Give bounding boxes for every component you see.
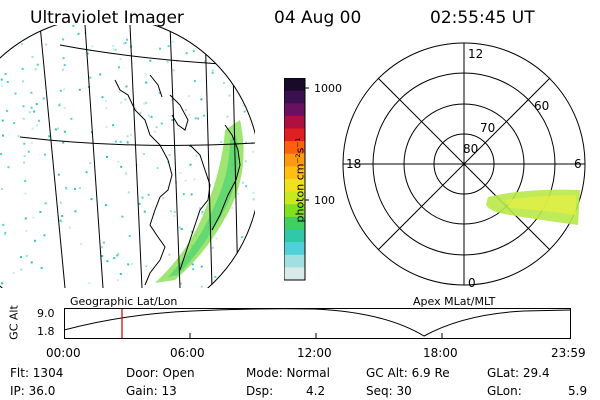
mlt-label-12: 12	[468, 47, 483, 61]
colorbar-swatch	[284, 204, 305, 218]
mlt-label-0: 0	[468, 276, 476, 290]
date-label: 04 Aug 00	[274, 8, 362, 28]
colorbar-swatch	[284, 115, 305, 130]
xtick-18: 18:00	[423, 346, 458, 360]
flight-number: Flt: 1304	[10, 366, 64, 380]
mlt-label-18: 18	[346, 157, 361, 171]
ip-value: IP: 36.0	[10, 384, 56, 398]
color-scale-bar: 1000 100	[284, 78, 342, 281]
colorbar-swatch	[284, 229, 305, 243]
xtick-00: 00:00	[46, 346, 81, 360]
geo-longitude-value: 5.9	[568, 384, 588, 398]
instrument-title: Ultraviolet Imager	[30, 8, 184, 28]
lat-label-80: 80	[463, 142, 478, 156]
left-panel-label: Geographic Lat/Lon	[70, 295, 178, 308]
right-panel-label: Apex MLat/MLT	[413, 295, 496, 308]
mode-value: Mode: Normal	[246, 366, 330, 380]
colorbar-swatch	[284, 216, 305, 231]
altitude-timeline-plot	[64, 308, 571, 339]
mlt-label-6: 6	[574, 157, 582, 171]
colorbar-swatch	[284, 141, 305, 155]
altitude-curve	[64, 308, 571, 337]
geographic-image-panel	[0, 25, 255, 288]
colorbar-swatch	[284, 166, 305, 180]
dsp-label: Dsp:	[246, 384, 274, 398]
time-label: 02:55:45 UT	[430, 8, 535, 28]
colorbar-swatch	[284, 128, 305, 142]
xtick-12: 12:00	[297, 346, 332, 360]
colorbar-swatch	[284, 78, 305, 92]
geo-longitude-label: GLon:	[487, 384, 522, 398]
lat-label-70: 70	[480, 121, 495, 135]
colorbar-swatch	[284, 153, 305, 167]
xtick-06: 06:00	[170, 346, 205, 360]
colorbar-swatch	[284, 90, 305, 104]
polar-grid	[342, 42, 586, 286]
xtick-2359: 23:59	[551, 346, 586, 360]
geo-latitude: GLat: 29.4	[487, 366, 550, 380]
sequence-number: Seq: 30	[366, 384, 412, 398]
colorbar-unit-label: photon cm⁻²s⁻¹	[293, 137, 307, 223]
meridian-lines	[39, 25, 239, 288]
colorbar-swatch	[284, 242, 305, 256]
background-noise-dots	[0, 25, 255, 288]
apex-polar-panel: 12 0 18 6 80 70 60	[342, 42, 586, 290]
dsp-value: 4.2	[306, 384, 326, 398]
colorbar-swatch	[284, 103, 305, 117]
aurora-band-left	[155, 120, 244, 283]
colorbar-tick-1000: 1000	[314, 82, 342, 95]
ytick-9: 9.0	[37, 307, 55, 320]
colorbar-swatch	[284, 267, 305, 281]
coastline	[114, 74, 241, 286]
gain-value: Gain: 13	[126, 384, 177, 398]
colorbar-swatch	[284, 191, 305, 205]
ytick-1.8: 1.8	[37, 325, 55, 338]
lat-label-60: 60	[534, 99, 549, 113]
timeline-ylabel: GC Alt	[7, 305, 21, 340]
colorbar-swatch	[284, 179, 305, 193]
colorbar-tick-100: 100	[314, 194, 335, 207]
door-status: Door: Open	[126, 366, 195, 380]
colorbar-swatch	[284, 254, 305, 268]
gc-altitude: GC Alt: 6.9 Re	[366, 366, 450, 380]
timeline-ticks	[189, 333, 443, 339]
